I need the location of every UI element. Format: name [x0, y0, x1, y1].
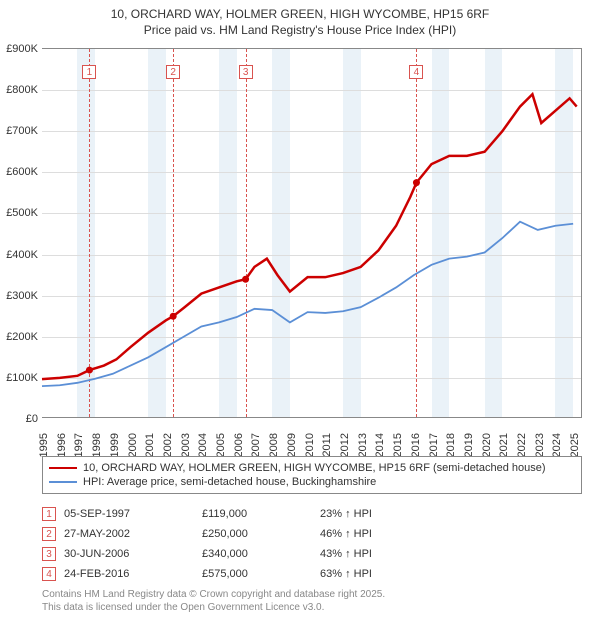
x-tick-label: 1997: [73, 433, 85, 457]
x-tick-label: 2015: [392, 433, 404, 457]
x-tick-label: 2022: [516, 433, 528, 457]
y-tick-label: £900K: [0, 43, 38, 55]
title-address: 10, ORCHARD WAY, HOLMER GREEN, HIGH WYCO…: [0, 6, 600, 22]
x-tick-label: 2024: [551, 433, 563, 457]
x-tick-label: 2023: [534, 433, 546, 457]
x-tick-label: 1999: [109, 433, 121, 457]
y-tick-label: £300K: [0, 290, 38, 302]
title-block: 10, ORCHARD WAY, HOLMER GREEN, HIGH WYCO…: [0, 0, 600, 38]
y-tick-label: £800K: [0, 84, 38, 96]
x-tick-label: 2012: [339, 433, 351, 457]
title-subtitle: Price paid vs. HM Land Registry's House …: [0, 22, 600, 38]
footer-line: This data is licensed under the Open Gov…: [42, 601, 582, 614]
sale-index-box: 1: [42, 507, 56, 521]
series-line-price_paid: [42, 94, 577, 379]
x-tick-label: 2004: [197, 433, 209, 457]
x-tick-label: 2002: [162, 433, 174, 457]
sale-dot: [242, 276, 249, 283]
table-row: 4 24-FEB-2016 £575,000 63% ↑ HPI: [42, 564, 582, 584]
y-tick-label: £0: [0, 413, 38, 425]
x-tick-label: 2013: [357, 433, 369, 457]
sales-table: 1 05-SEP-1997 £119,000 23% ↑ HPI 2 27-MAY-200…: [42, 504, 582, 584]
x-tick-label: 2007: [250, 433, 262, 457]
chart-plot-area: £0£100K£200K£300K£400K£500K£600K£700K£80…: [42, 48, 582, 418]
sale-marker-box: 1: [82, 65, 96, 79]
x-tick-label: 2021: [498, 433, 510, 457]
sale-dot: [86, 367, 93, 374]
sale-marker-box: 4: [409, 65, 423, 79]
sale-index-box: 2: [42, 527, 56, 541]
table-row: 3 30-JUN-2006 £340,000 43% ↑ HPI: [42, 544, 582, 564]
y-tick-label: £100K: [0, 372, 38, 384]
table-row: 1 05-SEP-1997 £119,000 23% ↑ HPI: [42, 504, 582, 524]
legend-label: HPI: Average price, semi-detached house,…: [83, 476, 376, 488]
x-tick-label: 2018: [445, 433, 457, 457]
legend-label: 10, ORCHARD WAY, HOLMER GREEN, HIGH WYCO…: [83, 462, 546, 474]
sale-delta: 43% ↑ HPI: [320, 548, 582, 560]
sale-date: 30-JUN-2006: [64, 548, 194, 560]
x-tick-label: 2009: [286, 433, 298, 457]
footer: Contains HM Land Registry data © Crown c…: [42, 588, 582, 614]
sale-date: 24-FEB-2016: [64, 568, 194, 580]
x-tick-label: 2006: [233, 433, 245, 457]
sale-date: 05-SEP-1997: [64, 508, 194, 520]
legend-swatch: [49, 481, 77, 483]
x-tick-label: 2005: [215, 433, 227, 457]
x-tick-label: 2019: [463, 433, 475, 457]
sale-marker-box: 2: [166, 65, 180, 79]
x-tick-label: 2008: [268, 433, 280, 457]
x-tick-label: 2000: [127, 433, 139, 457]
y-tick-label: £700K: [0, 125, 38, 137]
legend-row: 10, ORCHARD WAY, HOLMER GREEN, HIGH WYCO…: [49, 461, 575, 475]
x-tick-label: 2016: [410, 433, 422, 457]
sale-price: £119,000: [202, 508, 312, 520]
sale-price: £250,000: [202, 528, 312, 540]
sale-date: 27-MAY-2002: [64, 528, 194, 540]
x-tick-label: 2003: [180, 433, 192, 457]
sale-index-box: 4: [42, 567, 56, 581]
legend-swatch: [49, 467, 77, 469]
legend: 10, ORCHARD WAY, HOLMER GREEN, HIGH WYCO…: [42, 456, 582, 494]
legend-row: HPI: Average price, semi-detached house,…: [49, 475, 575, 489]
y-tick-label: £400K: [0, 249, 38, 261]
x-tick-label: 2017: [428, 433, 440, 457]
chart-svg: [42, 49, 581, 417]
chart-container: 10, ORCHARD WAY, HOLMER GREEN, HIGH WYCO…: [0, 0, 600, 620]
sale-price: £340,000: [202, 548, 312, 560]
x-tick-label: 2001: [144, 433, 156, 457]
sale-dot: [413, 179, 420, 186]
x-tick-label: 2014: [374, 433, 386, 457]
x-tick-label: 2010: [304, 433, 316, 457]
footer-line: Contains HM Land Registry data © Crown c…: [42, 588, 582, 601]
y-tick-label: £200K: [0, 331, 38, 343]
y-tick-label: £600K: [0, 166, 38, 178]
table-row: 2 27-MAY-2002 £250,000 46% ↑ HPI: [42, 524, 582, 544]
sale-dot: [170, 313, 177, 320]
y-tick-label: £500K: [0, 207, 38, 219]
x-tick-label: 2011: [321, 433, 333, 457]
x-tick-label: 1996: [56, 433, 68, 457]
sale-marker-box: 3: [239, 65, 253, 79]
x-tick-label: 1998: [91, 433, 103, 457]
series-line-hpi: [42, 222, 573, 386]
x-tick-label: 2020: [481, 433, 493, 457]
sale-index-box: 3: [42, 547, 56, 561]
sale-delta: 46% ↑ HPI: [320, 528, 582, 540]
x-tick-label: 1995: [38, 433, 50, 457]
sale-price: £575,000: [202, 568, 312, 580]
x-tick-label: 2025: [569, 433, 581, 457]
sale-delta: 23% ↑ HPI: [320, 508, 582, 520]
sale-delta: 63% ↑ HPI: [320, 568, 582, 580]
